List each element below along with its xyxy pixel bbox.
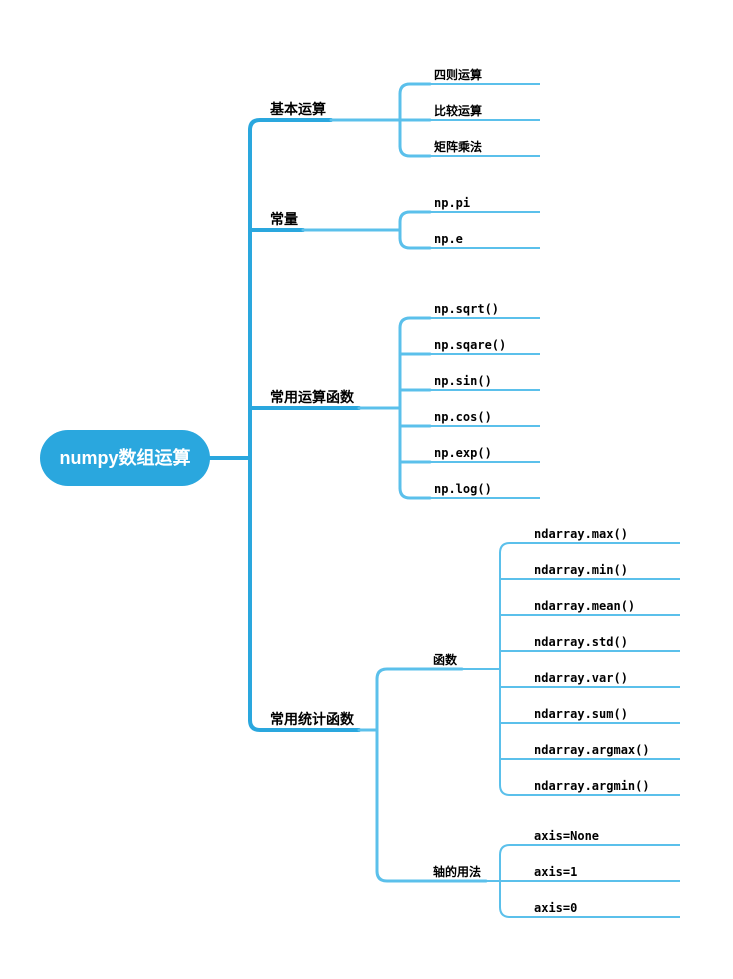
leaf-label-funcs-5: np.log()	[434, 482, 492, 496]
leaf-label-funcs-0: np.sqrt()	[434, 302, 499, 316]
leaf-label-const-1: np.e	[434, 232, 463, 246]
leaf-label-stats-funcs-4: ndarray.var()	[534, 671, 628, 685]
branch-connector-basic	[250, 120, 265, 130]
leaf-label-stats-funcs-6: ndarray.argmax()	[534, 743, 650, 757]
leaf-label-basic-2: 矩阵乘法	[433, 139, 482, 154]
leaf-label-stats-axis-2: axis=0	[534, 901, 577, 915]
leaf-label-basic-0: 四则运算	[434, 67, 482, 82]
leaf-connector-basic-0	[400, 84, 430, 94]
leaf-connector-stats-funcs-7	[500, 785, 530, 795]
leaf-connector-const-1	[400, 238, 430, 248]
leaf-label-stats-funcs-5: ndarray.sum()	[534, 707, 628, 721]
subgroup-label-stats-funcs: 函数	[433, 652, 458, 667]
leaf-label-stats-funcs-0: ndarray.max()	[534, 527, 628, 541]
branch-label-funcs: 常用运算函数	[270, 389, 355, 405]
leaf-label-funcs-2: np.sin()	[434, 374, 492, 388]
leaf-label-const-0: np.pi	[434, 196, 470, 210]
subgroup-label-stats-axis: 轴的用法	[433, 864, 481, 879]
leaf-label-stats-funcs-2: ndarray.mean()	[534, 599, 635, 613]
branch-label-basic: 基本运算	[270, 101, 326, 117]
branch-label-stats: 常用统计函数	[270, 711, 355, 727]
leaf-connector-stats-axis-2	[500, 907, 530, 917]
branch-label-const: 常量	[270, 211, 298, 227]
leaf-label-basic-1: 比较运算	[434, 103, 482, 118]
leaf-connector-funcs-0	[400, 318, 430, 328]
leaf-connector-funcs-5	[400, 488, 430, 498]
branch-connector-stats	[250, 720, 265, 730]
leaf-label-funcs-1: np.sqare()	[434, 338, 506, 352]
leaf-label-stats-funcs-7: ndarray.argmin()	[534, 779, 650, 793]
root-label: numpy数组运算	[59, 447, 190, 468]
leaf-connector-const-0	[400, 212, 430, 222]
leaf-label-stats-axis-0: axis=None	[534, 829, 599, 843]
leaf-label-stats-axis-1: axis=1	[534, 865, 577, 879]
leaf-connector-stats-funcs-0	[500, 543, 530, 553]
leaf-connector-stats-axis-0	[500, 845, 530, 855]
subgroup-connector-stats-funcs	[377, 669, 430, 679]
subgroup-connector-stats-axis	[377, 871, 430, 881]
leaf-connector-basic-2	[400, 146, 430, 156]
leaf-label-stats-funcs-1: ndarray.min()	[534, 563, 628, 577]
leaf-label-stats-funcs-3: ndarray.std()	[534, 635, 628, 649]
leaf-label-funcs-3: np.cos()	[434, 410, 492, 424]
leaf-label-funcs-4: np.exp()	[434, 446, 492, 460]
